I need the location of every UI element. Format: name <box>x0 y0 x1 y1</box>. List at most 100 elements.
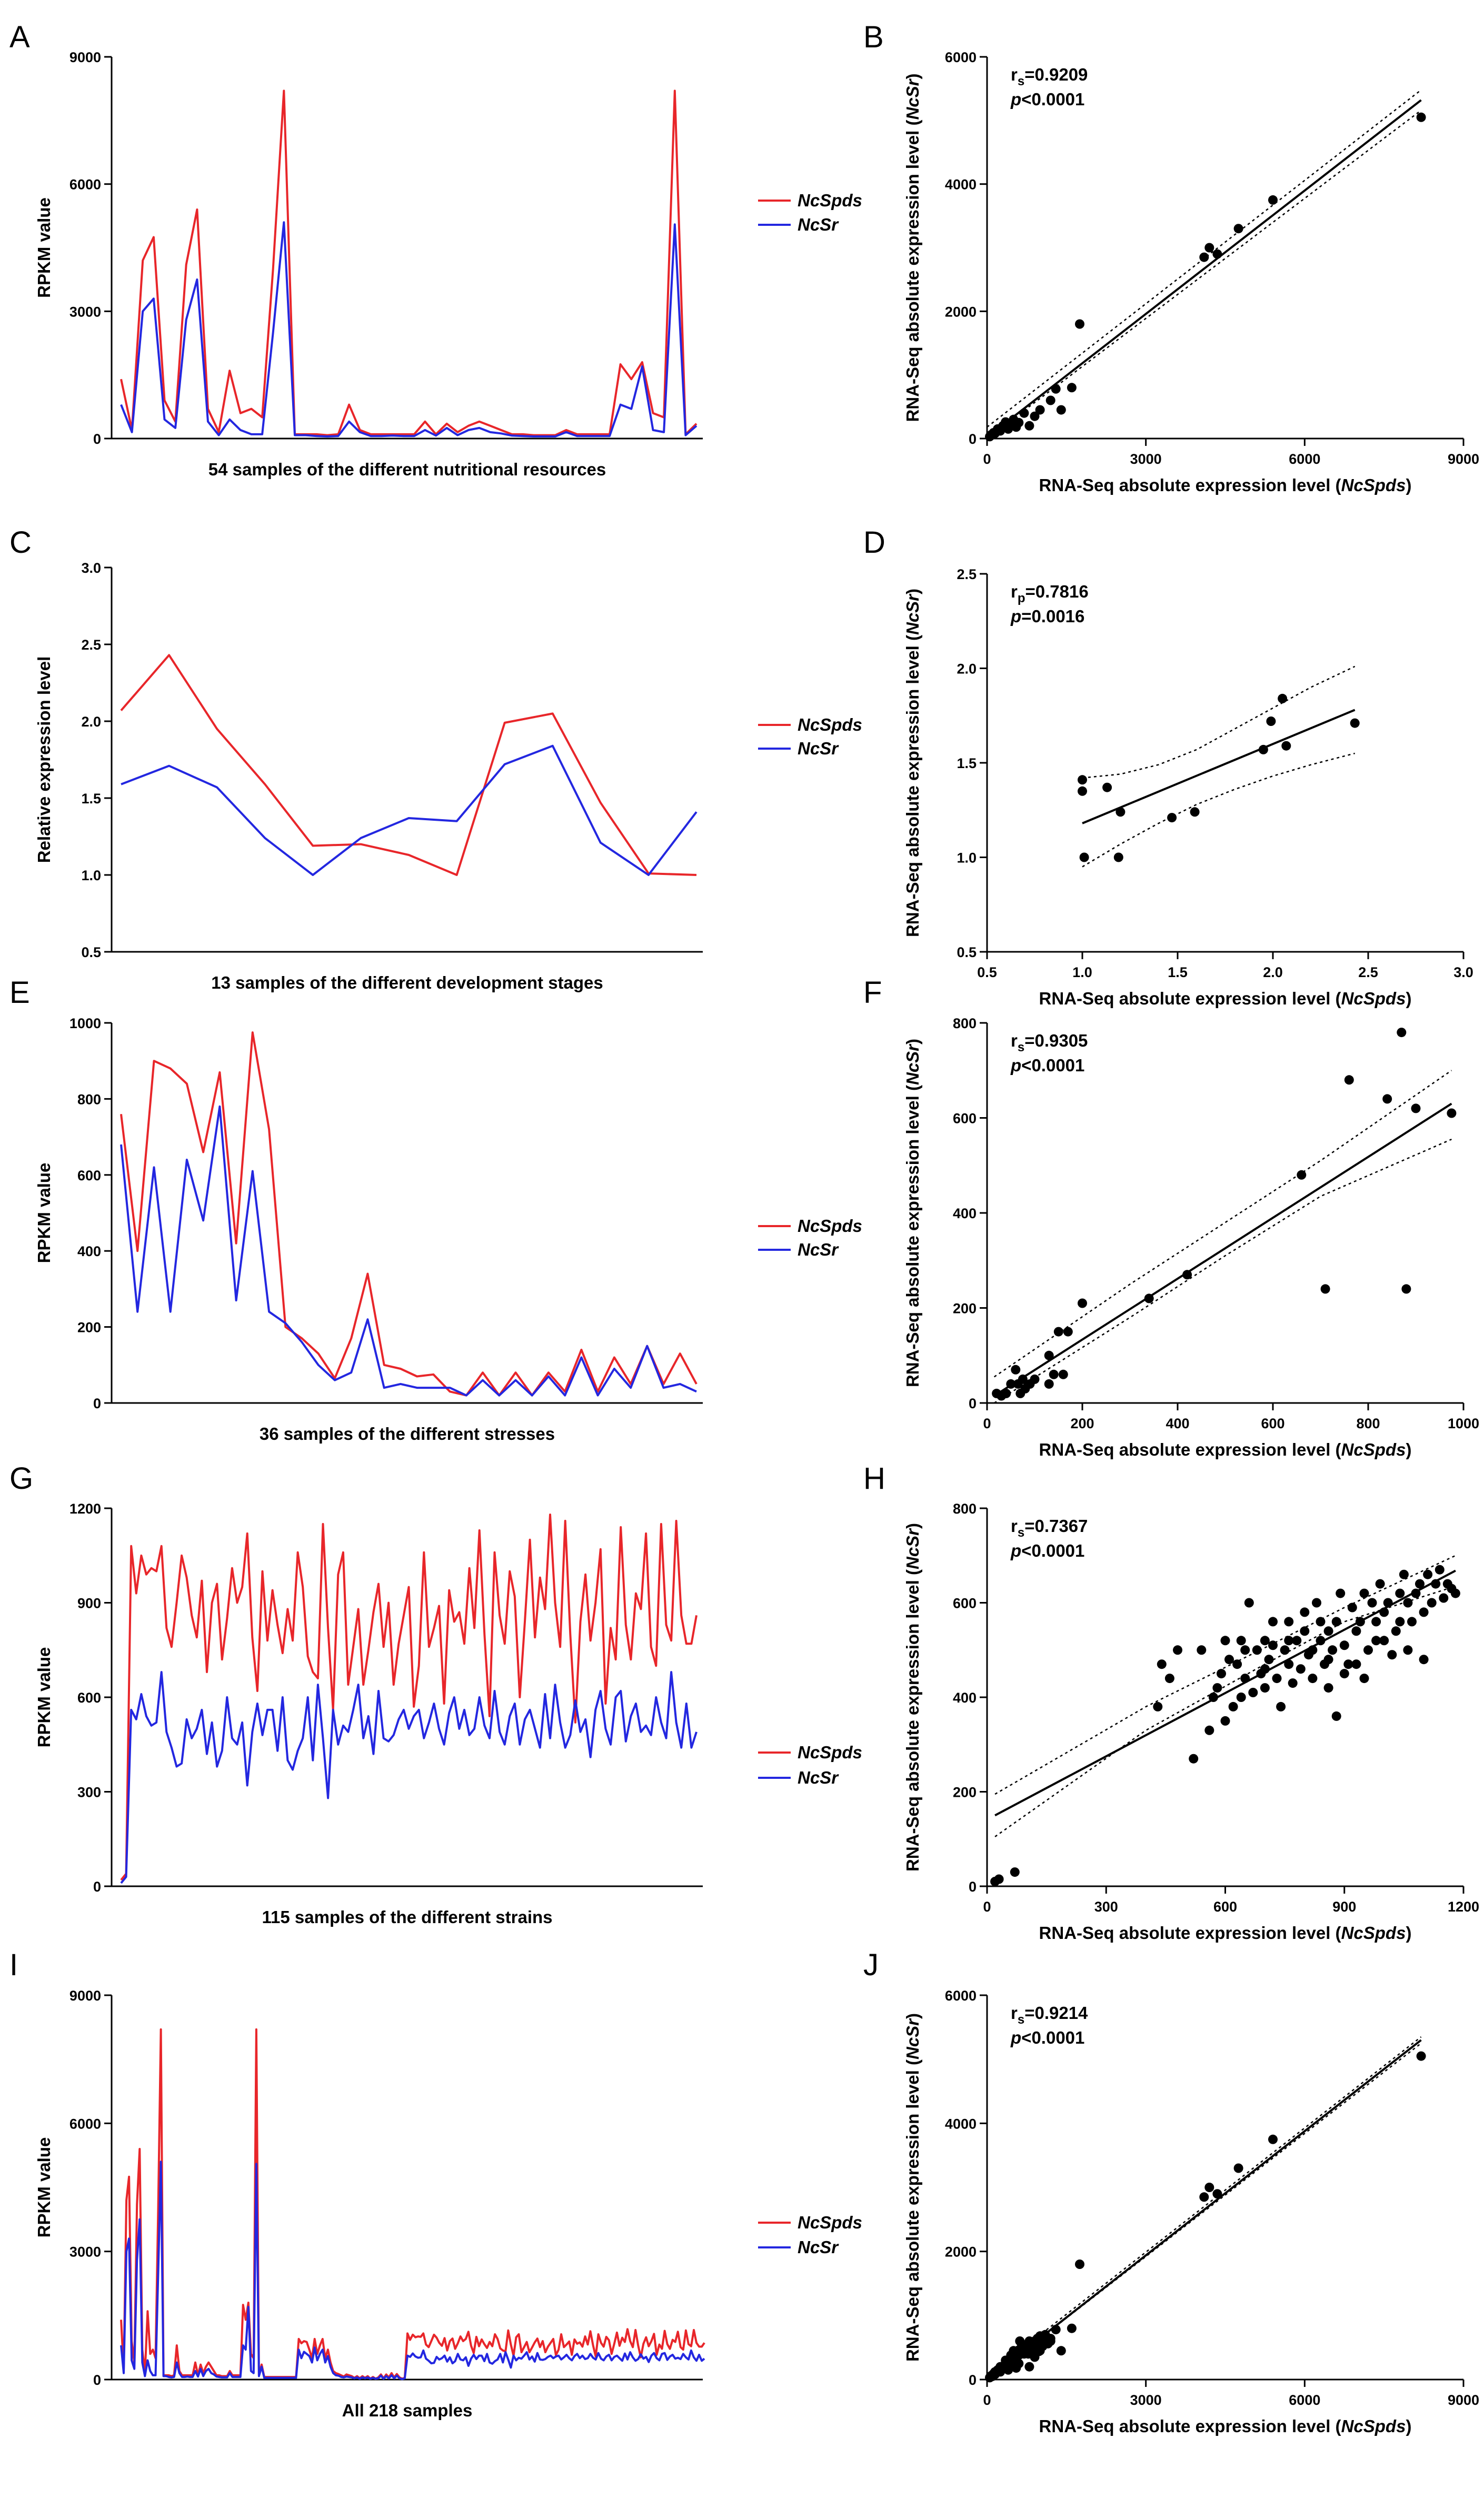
y-axis-title-G: RPKM value <box>34 1647 54 1748</box>
panel-A-ytick-label: 3000 <box>69 304 101 320</box>
panel-G-ytick-label: 900 <box>77 1596 101 1611</box>
panel-D-xtick-label: 0.5 <box>977 964 997 980</box>
data-point <box>1220 1716 1230 1726</box>
data-point <box>1197 1645 1207 1655</box>
data-point <box>1359 1674 1369 1684</box>
data-point <box>1190 807 1200 817</box>
series-line-NcSr <box>120 2161 705 2381</box>
data-point <box>1450 1588 1460 1598</box>
data-point <box>1058 1369 1068 1379</box>
data-point <box>1323 1655 1333 1665</box>
data-point <box>1391 1626 1401 1636</box>
panel-D-ytick-label: 2.0 <box>957 661 977 677</box>
panel-H-ytick-label: 0 <box>969 1879 977 1895</box>
data-point <box>1044 1379 1054 1389</box>
data-point <box>1416 2051 1426 2061</box>
panel-C-ytick-label: 1.5 <box>81 791 101 807</box>
panel-label-E: E <box>9 976 30 1010</box>
data-point <box>1056 2346 1066 2356</box>
data-point <box>1233 224 1243 234</box>
data-point <box>1382 1094 1392 1104</box>
panel-I-ytick-label: 9000 <box>69 1988 101 2004</box>
panel-B-xtick-label: 9000 <box>1448 451 1479 467</box>
data-point <box>1260 1683 1270 1693</box>
panel-H-xtick-label: 0 <box>983 1899 991 1915</box>
data-point <box>1284 1659 1294 1669</box>
data-point <box>1350 718 1360 728</box>
panel-B-xtick-label: 6000 <box>1289 451 1320 467</box>
data-point <box>1075 2260 1084 2269</box>
panel-H-xtick-label: 1200 <box>1448 1899 1479 1915</box>
data-point <box>1268 1617 1278 1627</box>
data-point <box>1323 1683 1333 1693</box>
panel-I-ytick-label: 3000 <box>69 2244 101 2260</box>
data-point <box>1102 782 1112 792</box>
panel-E-ytick-label: 800 <box>77 1091 101 1107</box>
data-point <box>1264 1655 1274 1665</box>
stat-pvalue-J: p<0.0001 <box>1010 2028 1084 2047</box>
data-point <box>1395 1588 1405 1598</box>
stat-correlation-H: rs=0.7367 <box>1011 1516 1088 1540</box>
stat-correlation-J: rs=0.9214 <box>1011 2003 1088 2027</box>
y-axis-title-F: RNA-Seq absolute expression level (NcSr) <box>903 1039 922 1387</box>
data-point <box>1260 1636 1270 1646</box>
y-axis-title-E: RPKM value <box>34 1163 54 1263</box>
data-point <box>1403 1598 1413 1608</box>
x-axis-title-F: RNA-Seq absolute expression level (NcSpd… <box>1039 1440 1412 1459</box>
data-point <box>1034 2346 1044 2356</box>
panel-F: F 0 200 400 600 800 0 200 400 600 800 1000 rs=0.9305… <box>863 976 1479 1459</box>
panel-A-ytick-label: 6000 <box>69 177 101 193</box>
data-point <box>1419 1655 1429 1665</box>
data-point <box>1079 852 1089 862</box>
data-point <box>1308 1674 1318 1684</box>
data-point <box>1300 1626 1310 1636</box>
panel-F-xtick-label: 600 <box>1261 1416 1284 1431</box>
panel-D-ytick-label: 1.5 <box>957 755 977 771</box>
panel-B: B 0 2000 4000 6000 0 3000 6000 9000 rs=0.9209p<0.… <box>863 20 1479 495</box>
data-point <box>1240 1645 1250 1655</box>
panel-C-ytick-label: 2.5 <box>81 637 101 653</box>
panel-B-ytick-label: 2000 <box>945 304 977 320</box>
panel-C-ytick-label: 2.0 <box>81 714 101 730</box>
y-axis-title-I: RPKM value <box>34 2137 54 2238</box>
y-axis-title-H: RNA-Seq absolute expression level (NcSr) <box>903 1523 922 1872</box>
data-point <box>1164 1674 1174 1684</box>
data-point <box>1297 1170 1307 1180</box>
data-point <box>1419 1607 1429 1617</box>
y-axis-title-C: Relative expression level <box>34 656 54 863</box>
regression-line-D <box>1082 709 1356 824</box>
panel-label-H: H <box>863 1461 885 1496</box>
panel-B-ytick-label: 0 <box>969 431 977 447</box>
data-point <box>1236 1636 1246 1646</box>
data-point <box>1395 1617 1405 1627</box>
data-point <box>1024 421 1034 431</box>
data-point <box>1328 1645 1338 1655</box>
data-point <box>1236 1693 1246 1702</box>
data-point <box>1415 1579 1425 1589</box>
data-point <box>1078 775 1087 785</box>
data-point <box>1030 411 1040 421</box>
data-point <box>1288 1678 1298 1688</box>
series-line-NcSr <box>120 1671 698 1884</box>
data-point <box>1344 1075 1354 1085</box>
data-point <box>1212 1683 1222 1693</box>
data-point <box>1015 2336 1025 2346</box>
data-point <box>1116 807 1126 817</box>
data-point <box>1272 1674 1282 1684</box>
legend-label-NcSpds: NcSpds <box>798 2213 862 2232</box>
x-axis-title-J: RNA-Seq absolute expression level (NcSpd… <box>1039 2416 1412 2436</box>
panel-B-ytick-label: 4000 <box>945 177 977 193</box>
data-point <box>1281 741 1291 751</box>
panel-label-F: F <box>863 976 882 1010</box>
data-point <box>1416 112 1426 122</box>
data-point <box>1153 1701 1163 1711</box>
legend-label-NcSpds: NcSpds <box>798 1216 862 1236</box>
panel-D-xtick-label: 1.0 <box>1072 964 1092 980</box>
panel-H-ytick-label: 600 <box>953 1596 977 1611</box>
data-point <box>1447 1108 1457 1118</box>
data-point <box>1268 1640 1278 1650</box>
data-point <box>1363 1645 1373 1655</box>
series-line-NcSr <box>120 1105 697 1397</box>
data-point <box>1014 417 1024 427</box>
data-point <box>1045 2334 1055 2344</box>
